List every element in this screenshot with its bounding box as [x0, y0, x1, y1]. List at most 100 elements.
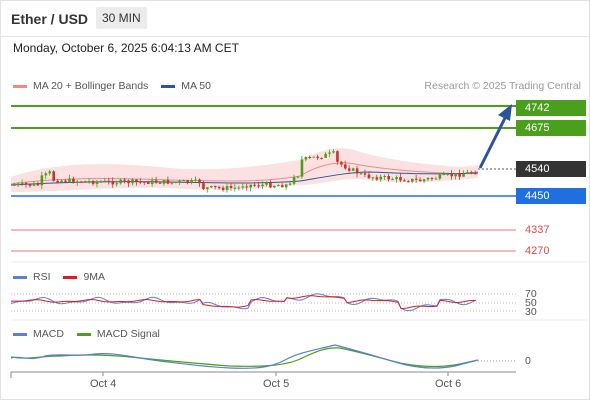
candle-body — [430, 178, 434, 180]
legend-swatch-macd-signal — [76, 332, 91, 336]
candle-body — [229, 186, 233, 188]
candle-body — [261, 184, 264, 187]
candle-body — [340, 161, 343, 165]
legend-label-rsi-ma: 9MA — [83, 271, 106, 283]
candle-body — [103, 180, 107, 182]
candle-body — [198, 179, 201, 184]
legend-label-ma50: MA 50 — [181, 80, 211, 92]
candle-body — [170, 181, 174, 184]
candle-body — [434, 178, 438, 180]
candle-body — [190, 180, 193, 183]
candle-body — [107, 180, 111, 182]
candle-body — [68, 178, 71, 182]
rsi-level-label-70: 70 — [525, 288, 537, 300]
x-label-oct4: Oct 4 — [90, 378, 117, 390]
x-label-oct5: Oct 5 — [263, 378, 290, 390]
candle-body — [174, 181, 178, 183]
rsi-level-label-30: 30 — [525, 306, 537, 318]
macd-signal-line — [10, 347, 479, 368]
candle-body — [387, 175, 390, 180]
chart-datetime: Monday, October 6, 2025 6:04:13 AM CET — [13, 41, 239, 55]
candle-body — [257, 185, 260, 187]
candle-body — [442, 174, 446, 176]
candle-body — [304, 157, 308, 160]
candle-body — [422, 179, 426, 182]
candle-body — [273, 185, 276, 188]
legend-swatch-ma50 — [161, 84, 176, 88]
candle-body — [438, 174, 442, 179]
candle-body — [131, 179, 134, 184]
candle-body — [237, 187, 241, 189]
level-tag-4675: 4675 — [516, 120, 586, 136]
candle-body — [24, 182, 28, 185]
instrument-title: Ether / USD — [11, 11, 89, 27]
candle-body — [210, 185, 213, 188]
legend-ma50: MA 50 — [161, 80, 211, 92]
candle-body — [154, 180, 158, 183]
legend-swatch-ma20 — [13, 84, 27, 88]
candle-body — [115, 183, 119, 185]
candle-body — [139, 181, 142, 183]
candle-body — [344, 164, 347, 169]
legend-macd: MACD — [13, 328, 64, 340]
candle-body — [363, 173, 367, 175]
legend-macd-signal: MACD Signal — [76, 328, 160, 340]
candle-body — [143, 181, 146, 183]
candle-body — [48, 171, 52, 174]
projection-arrow — [478, 115, 508, 169]
level-tag-4742: 4742 — [516, 100, 586, 116]
legend-label-macd: MACD — [33, 328, 64, 340]
projection-arrowhead — [498, 104, 512, 121]
legend-label-ma20: MA 20 + Bollinger Bands — [33, 80, 149, 92]
legend-swatch-rsi-ma — [63, 275, 78, 279]
level-label-4270: 4270 — [525, 245, 550, 257]
level-label-4337: 4337 — [525, 224, 550, 236]
candle-body — [16, 183, 20, 185]
candle-body — [407, 181, 410, 183]
candle-body — [462, 174, 465, 177]
timeframe-button[interactable]: 30 MIN — [96, 7, 147, 29]
candle-body — [399, 177, 402, 181]
candle-body — [166, 179, 170, 184]
macd-line — [10, 344, 479, 369]
legend-rsi: RSI — [13, 271, 51, 283]
candle-body — [470, 172, 473, 174]
candle-body — [20, 182, 24, 184]
candle-body — [158, 182, 162, 184]
candle-body — [36, 183, 40, 186]
candle-body — [292, 177, 296, 184]
candle-body — [225, 186, 229, 191]
candle-body — [320, 157, 323, 159]
candle-body — [269, 182, 272, 188]
candle-body — [332, 151, 335, 153]
candle-body — [91, 180, 95, 184]
candle-body — [316, 156, 320, 158]
candle-body — [146, 181, 150, 184]
candle-body — [32, 183, 36, 186]
candle-body — [395, 177, 398, 180]
candle-body — [64, 180, 67, 182]
candle-body — [324, 153, 327, 158]
candle-body — [347, 168, 351, 171]
legend-label-macd-signal: MACD Signal — [96, 328, 160, 340]
candle-body — [221, 187, 225, 191]
rsi-legend: RSI 9MA — [13, 271, 115, 283]
legend-ma20-bollinger: MA 20 + Bollinger Bands — [13, 80, 148, 92]
candle-body — [40, 175, 44, 186]
candle-body — [418, 179, 422, 182]
candle-body — [383, 175, 387, 177]
candle-body — [359, 173, 363, 175]
legend-swatch-macd — [13, 332, 27, 336]
candle-body — [28, 184, 32, 186]
candle-body — [296, 176, 300, 178]
candle-body — [150, 180, 154, 184]
candle-body — [72, 178, 75, 183]
candle-body — [194, 179, 197, 181]
research-credit: Research © 2025 Trading Central — [424, 80, 581, 92]
rsi-level-label-50: 50 — [525, 297, 537, 309]
candle-body — [288, 183, 292, 185]
candle-body — [466, 172, 469, 175]
candlesticks — [13, 149, 477, 193]
candle-body — [178, 180, 182, 182]
